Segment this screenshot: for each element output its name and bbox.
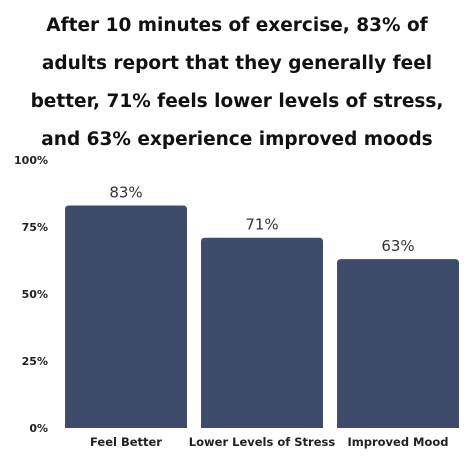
data-label: 83% (109, 184, 142, 202)
x-category-label: Lower Levels of Stress (189, 435, 336, 449)
y-tick-label: 100% (14, 154, 48, 167)
data-label: 63% (381, 237, 414, 255)
data-label: 71% (245, 216, 278, 234)
y-tick-label: 50% (22, 288, 48, 301)
y-tick-label: 25% (22, 355, 48, 368)
x-category-label: Improved Mood (347, 435, 448, 449)
bar (201, 237, 323, 428)
bar (65, 205, 187, 428)
chart-title: After 10 minutes of exercise, 83% of adu… (30, 15, 444, 150)
bar (337, 259, 459, 428)
y-tick-label: 75% (22, 221, 48, 234)
x-category-label: Feel Better (90, 435, 162, 449)
y-tick-label: 0% (29, 422, 48, 435)
